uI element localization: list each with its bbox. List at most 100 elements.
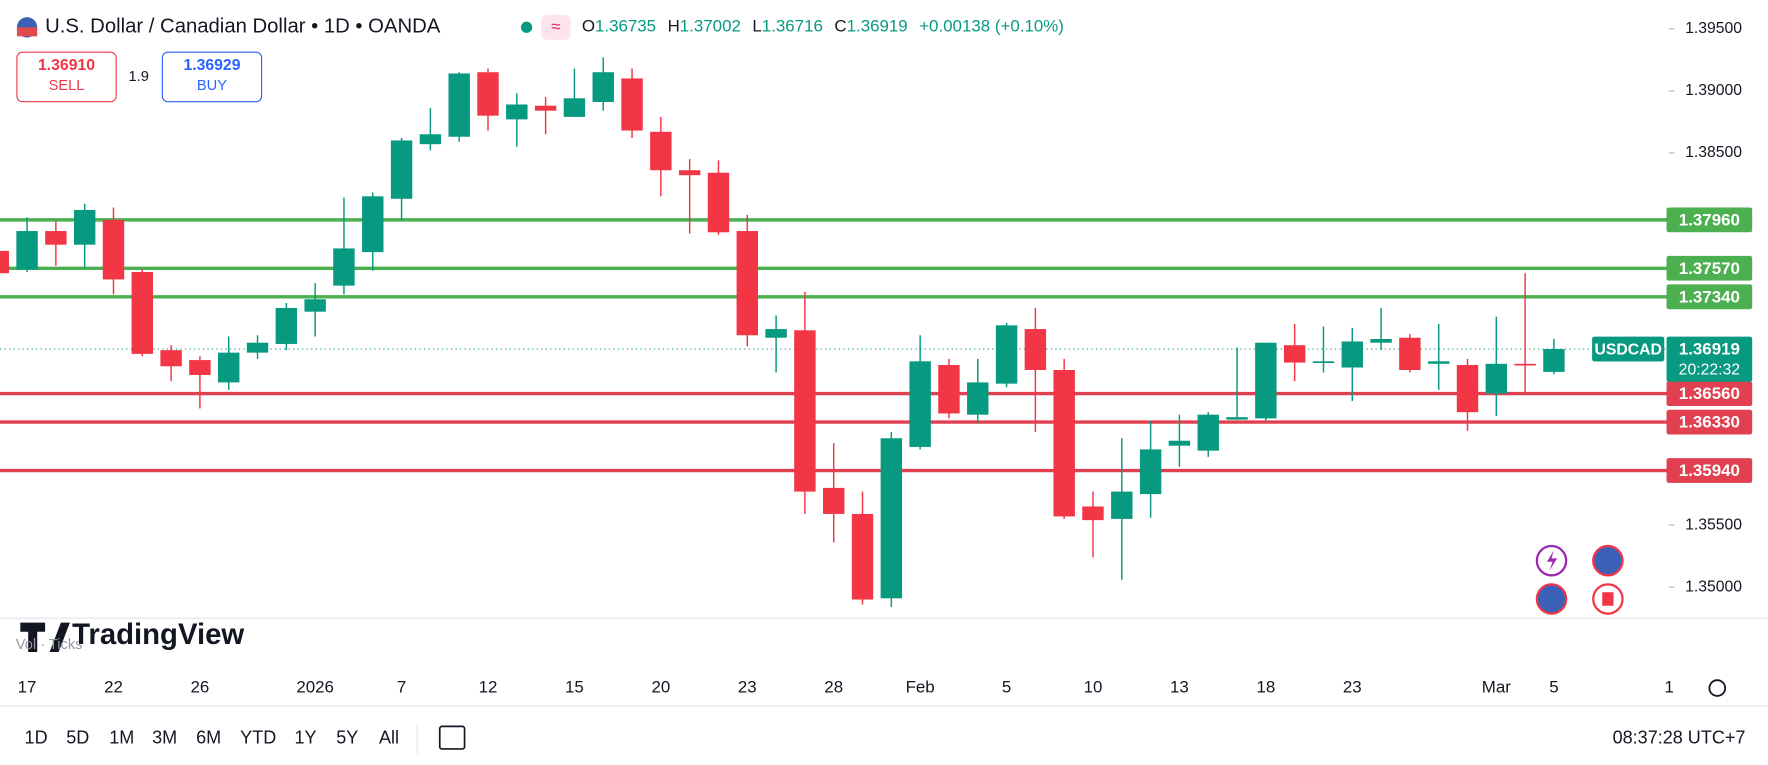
x-tick-label: 5: [1549, 678, 1558, 697]
level-label-box: [1666, 255, 1753, 281]
goto-date[interactable]: [438, 725, 466, 750]
buy-label[interactable]: BUY: [197, 78, 227, 94]
candle-body: [16, 231, 38, 270]
candle-body: [880, 438, 903, 599]
range-button[interactable]: 1M: [109, 728, 134, 748]
candle-body: [1197, 414, 1219, 451]
x-tick-label: 5: [1002, 678, 1011, 697]
sell-box[interactable]: [16, 51, 117, 103]
range-button[interactable]: 5D: [66, 728, 89, 748]
y-tick-label: 1.38500: [1685, 144, 1742, 161]
header: U.S. Dollar / Canadian Dollar • 1D • OAN…: [16, 14, 1064, 40]
candle-body: [1024, 329, 1047, 371]
range-button[interactable]: YTD: [240, 728, 276, 748]
x-tick-label: 1: [1664, 678, 1673, 697]
candle-body: [448, 73, 470, 137]
candle-body: [1456, 365, 1479, 413]
buy-button[interactable]: 1.36929 BUY: [161, 51, 263, 103]
symbol-label: USDCAD: [1594, 341, 1661, 358]
range-button[interactable]: 1Y: [295, 728, 317, 748]
y-tick-label: 1.39000: [1685, 82, 1742, 99]
x-tick-label: 20: [651, 678, 670, 697]
level-label-box: [1666, 381, 1753, 406]
event-icon-bolt: [1547, 550, 1558, 571]
sell-button[interactable]: 1.36910 SELL: [16, 51, 117, 103]
candle-body: [1312, 361, 1335, 364]
indicator-badge: [541, 14, 571, 40]
level-label: 1.35940: [1679, 461, 1740, 480]
price-change: +0.00138 (+0.10%): [919, 17, 1064, 36]
range-button[interactable]: 6M: [196, 728, 221, 748]
y-tick-label: 1.35500: [1685, 516, 1742, 533]
candle-body: [1341, 341, 1363, 368]
x-tick-label: 18: [1256, 678, 1275, 697]
x-tick-label: 13: [1170, 678, 1189, 697]
range-button[interactable]: All: [379, 728, 399, 748]
volume-label: Vol · Ticks: [16, 637, 83, 653]
level-label: 1.37340: [1679, 287, 1740, 306]
x-tick-label: 15: [565, 678, 584, 697]
ohlc-value: 1.36919: [847, 17, 908, 36]
x-tick-label: 7: [397, 678, 406, 697]
buy-price[interactable]: 1.36929: [183, 57, 240, 74]
candle-body: [678, 170, 701, 176]
candle-body: [304, 299, 326, 312]
candle-body: [765, 329, 787, 338]
last-price-label: 1.36919: [1679, 340, 1740, 359]
ohlc-value: 1.36716: [762, 17, 823, 36]
symbol-title: U.S. Dollar / Canadian Dollar • 1D • OAN…: [45, 16, 441, 38]
candle-body: [1514, 363, 1536, 366]
candle-body: [506, 104, 528, 120]
x-tick-label: 17: [18, 678, 37, 697]
candle-body: [967, 382, 989, 415]
candle-body: [477, 72, 499, 116]
last-price-box: [1666, 336, 1753, 382]
ohlc-key: O: [582, 17, 595, 36]
candle-body: [333, 248, 355, 286]
candle-body: [218, 352, 240, 383]
ohlc-value: 1.36735: [595, 17, 656, 36]
candle-body: [1255, 342, 1277, 419]
candle-body: [275, 307, 298, 344]
sell-price[interactable]: 1.36910: [38, 57, 95, 74]
x-tick-label: 23: [1343, 678, 1362, 697]
brand-name: TradingView: [72, 618, 244, 651]
candle-body: [707, 172, 730, 233]
candle-body: [1168, 440, 1191, 446]
candle-body: [621, 78, 643, 131]
candle-body: [938, 365, 960, 414]
candle-body: [160, 350, 182, 367]
x-tick-label: 28: [824, 678, 843, 697]
clock: 08:37:28 UTC+7: [1613, 728, 1746, 748]
candle-body: [1053, 370, 1075, 517]
level-label-box: [1666, 458, 1753, 483]
candle-body: [534, 105, 557, 111]
candle-body: [909, 361, 931, 447]
market-status: [520, 21, 533, 33]
event-icon[interactable]: [1535, 583, 1568, 615]
candle-body: [189, 360, 211, 375]
x-tick-label: 12: [479, 678, 498, 697]
ohlc-key: C: [834, 17, 846, 36]
candle-body: [851, 513, 874, 600]
candle-body: [995, 325, 1018, 384]
range-button[interactable]: 1D: [25, 728, 48, 748]
y-tick-label: 1.35000: [1685, 578, 1742, 595]
range-button[interactable]: 5Y: [336, 728, 358, 748]
candle-body: [822, 487, 845, 514]
candle-body: [794, 330, 816, 492]
event-icons[interactable]: [1535, 544, 1624, 615]
candle-body: [1370, 338, 1392, 343]
sell-label[interactable]: SELL: [49, 78, 85, 94]
level-label-box: [1666, 284, 1753, 310]
candle-body: [563, 98, 586, 117]
candle-body: [102, 219, 125, 280]
axis-settings[interactable]: [1708, 679, 1727, 697]
buy-box[interactable]: [161, 51, 263, 103]
candle-body: [1139, 449, 1162, 495]
x-tick-label: 23: [738, 678, 757, 697]
range-button[interactable]: 3M: [152, 728, 177, 748]
event-icon[interactable]: [1592, 544, 1624, 577]
